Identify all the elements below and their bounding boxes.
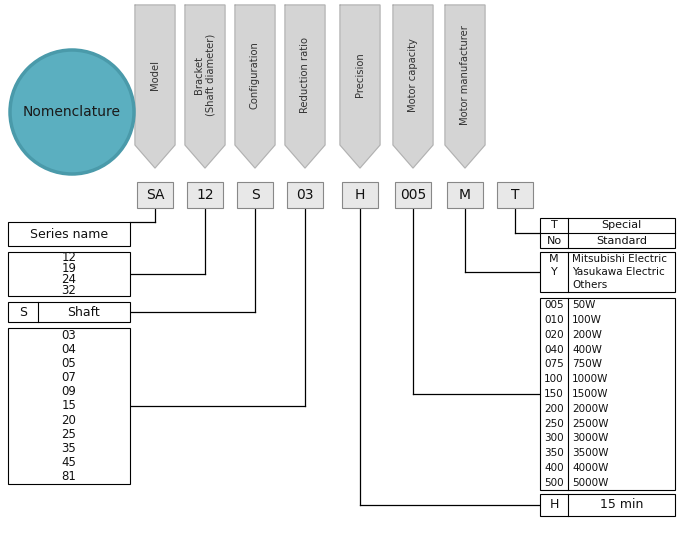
- Text: Others: Others: [572, 280, 607, 291]
- Text: Motor capacity: Motor capacity: [408, 38, 418, 112]
- Text: 1000W: 1000W: [572, 374, 609, 384]
- Text: 5000W: 5000W: [572, 478, 609, 488]
- Text: 81: 81: [62, 470, 76, 483]
- Text: 500: 500: [544, 478, 564, 488]
- FancyBboxPatch shape: [447, 182, 483, 208]
- Polygon shape: [393, 5, 433, 168]
- Text: T: T: [511, 188, 520, 202]
- Text: Model: Model: [150, 60, 160, 90]
- Text: 3000W: 3000W: [572, 433, 609, 443]
- Text: SA: SA: [146, 188, 165, 202]
- FancyBboxPatch shape: [540, 494, 675, 516]
- FancyBboxPatch shape: [497, 182, 533, 208]
- Text: No: No: [547, 236, 562, 246]
- Text: H: H: [549, 499, 559, 512]
- Text: 4000W: 4000W: [572, 463, 609, 473]
- Text: 03: 03: [296, 188, 313, 202]
- Text: 50W: 50W: [572, 300, 596, 311]
- Text: 05: 05: [62, 357, 76, 370]
- Text: 020: 020: [544, 330, 564, 340]
- Text: 07: 07: [62, 371, 76, 384]
- Text: 200W: 200W: [572, 330, 602, 340]
- Text: 20: 20: [62, 414, 76, 427]
- Text: 750W: 750W: [572, 359, 602, 370]
- FancyBboxPatch shape: [8, 328, 130, 484]
- Text: Mitsubishi Electric: Mitsubishi Electric: [572, 254, 667, 263]
- Text: M: M: [549, 254, 559, 263]
- Text: Configuration: Configuration: [250, 41, 260, 109]
- Text: 400: 400: [544, 463, 564, 473]
- Text: 2500W: 2500W: [572, 418, 609, 429]
- Text: Precision: Precision: [355, 53, 365, 98]
- FancyBboxPatch shape: [540, 298, 675, 490]
- FancyBboxPatch shape: [8, 252, 130, 296]
- Text: 005: 005: [400, 188, 426, 202]
- Polygon shape: [235, 5, 275, 168]
- Text: 35: 35: [62, 442, 76, 455]
- Text: 15: 15: [62, 399, 76, 412]
- FancyBboxPatch shape: [540, 252, 675, 292]
- Text: 075: 075: [544, 359, 564, 370]
- FancyBboxPatch shape: [8, 222, 130, 246]
- Text: 005: 005: [544, 300, 564, 311]
- Text: 400W: 400W: [572, 345, 602, 354]
- Text: 100W: 100W: [572, 315, 602, 325]
- Text: S: S: [19, 306, 27, 319]
- Polygon shape: [185, 5, 225, 168]
- Text: H: H: [355, 188, 365, 202]
- Text: Motor manufacturer: Motor manufacturer: [460, 25, 470, 125]
- Text: T: T: [551, 221, 558, 230]
- FancyBboxPatch shape: [137, 182, 173, 208]
- Text: 200: 200: [544, 404, 564, 414]
- Polygon shape: [445, 5, 485, 168]
- Text: 09: 09: [62, 385, 76, 398]
- Text: 010: 010: [544, 315, 564, 325]
- Text: Yasukawa Electric: Yasukawa Electric: [572, 267, 665, 277]
- FancyBboxPatch shape: [540, 218, 675, 248]
- FancyBboxPatch shape: [237, 182, 273, 208]
- Text: 2000W: 2000W: [572, 404, 609, 414]
- Text: 15 min: 15 min: [600, 499, 643, 512]
- Circle shape: [10, 50, 134, 174]
- Polygon shape: [135, 5, 175, 168]
- FancyBboxPatch shape: [395, 182, 431, 208]
- Text: Y: Y: [551, 267, 558, 277]
- Text: M: M: [459, 188, 471, 202]
- FancyBboxPatch shape: [187, 182, 223, 208]
- Text: Reduction ratio: Reduction ratio: [300, 37, 310, 113]
- Text: 100: 100: [544, 374, 564, 384]
- Text: 350: 350: [544, 448, 564, 458]
- Text: 300: 300: [544, 433, 564, 443]
- Text: Standard: Standard: [596, 236, 647, 246]
- FancyBboxPatch shape: [8, 302, 130, 322]
- Text: 250: 250: [544, 418, 564, 429]
- Text: 1500W: 1500W: [572, 389, 609, 399]
- Text: 150: 150: [544, 389, 564, 399]
- Text: 19: 19: [61, 262, 76, 275]
- Text: 03: 03: [62, 328, 76, 341]
- FancyBboxPatch shape: [342, 182, 378, 208]
- Text: 12: 12: [61, 251, 76, 264]
- Polygon shape: [340, 5, 380, 168]
- Text: 04: 04: [62, 343, 76, 356]
- Text: Bracket
(Shaft diameter): Bracket (Shaft diameter): [194, 34, 216, 116]
- Text: Series name: Series name: [30, 228, 108, 241]
- FancyBboxPatch shape: [287, 182, 323, 208]
- Text: Nomenclature: Nomenclature: [23, 105, 121, 119]
- Text: 32: 32: [62, 284, 76, 297]
- Text: 25: 25: [62, 428, 76, 441]
- Text: S: S: [251, 188, 259, 202]
- Text: 040: 040: [544, 345, 564, 354]
- Text: Special: Special: [601, 221, 642, 230]
- Text: 45: 45: [62, 456, 76, 469]
- Text: Shaft: Shaft: [67, 306, 101, 319]
- Text: 24: 24: [61, 273, 76, 286]
- Text: 3500W: 3500W: [572, 448, 609, 458]
- Text: 12: 12: [197, 188, 214, 202]
- Polygon shape: [285, 5, 325, 168]
